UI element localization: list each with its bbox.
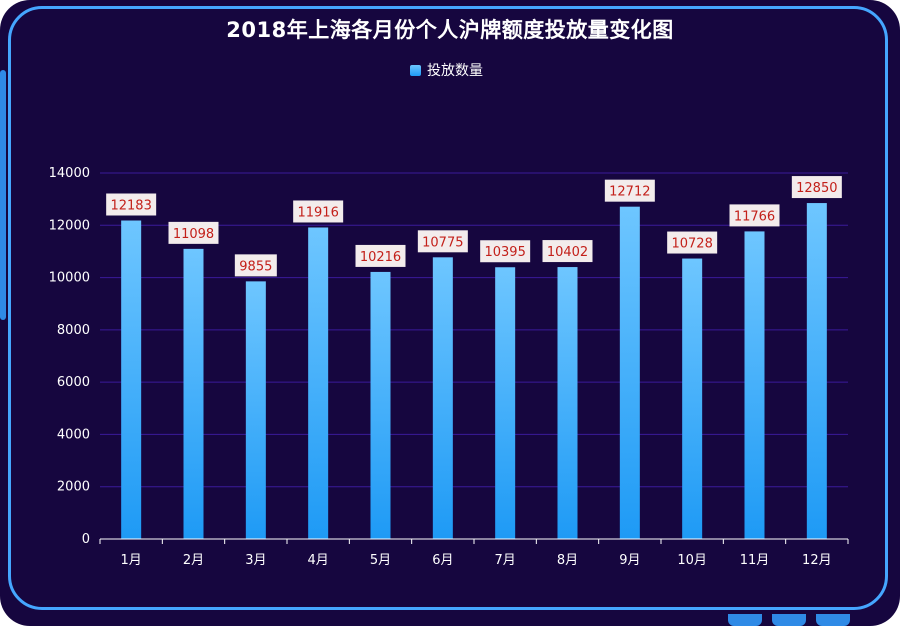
bar[interactable]: [370, 271, 391, 539]
bar[interactable]: [744, 231, 765, 539]
data-label: 12712: [609, 185, 650, 200]
y-tick-label: 14000: [49, 166, 90, 181]
data-label: 12183: [110, 199, 151, 214]
x-tick-label: 5月: [370, 553, 391, 568]
bar[interactable]: [121, 220, 142, 539]
data-label: 11916: [297, 205, 338, 220]
x-tick-label: 9月: [619, 553, 640, 568]
data-label: 12850: [796, 181, 837, 196]
data-label-box: [355, 244, 406, 267]
y-tick-label: 6000: [57, 375, 90, 390]
data-label-box: [542, 240, 593, 263]
data-label: 11766: [734, 209, 775, 224]
legend-swatch: [410, 64, 421, 76]
side-decoration: [0, 70, 6, 320]
x-tick-label: 6月: [432, 553, 453, 568]
y-tick-label: 8000: [57, 323, 90, 338]
x-tick-label: 8月: [557, 553, 578, 568]
data-label: 10216: [360, 250, 401, 265]
y-tick-label: 12000: [49, 218, 90, 233]
x-tick-label: 10月: [677, 553, 707, 568]
y-tick-label: 0: [82, 532, 90, 547]
bottom-decoration: [816, 614, 850, 626]
x-tick-label: 4月: [308, 553, 329, 568]
data-label-box: [168, 221, 219, 244]
x-tick-label: 2月: [183, 553, 204, 568]
data-label-box: [480, 240, 531, 263]
data-label: 10395: [484, 245, 525, 260]
bottom-decoration: [728, 614, 762, 626]
bar[interactable]: [183, 248, 204, 539]
data-label: 10775: [422, 235, 463, 250]
data-label-box: [417, 230, 468, 253]
bar[interactable]: [308, 227, 329, 539]
data-label-box: [234, 254, 277, 277]
data-label: 10402: [547, 245, 588, 260]
data-label-box: [604, 179, 655, 202]
x-tick-label: 7月: [495, 553, 516, 568]
x-tick-label: 12月: [802, 553, 832, 568]
bar[interactable]: [619, 206, 640, 539]
data-label: 11098: [173, 227, 214, 242]
chart-title: 2018年上海各月份个人沪牌额度投放量变化图: [226, 18, 674, 42]
bar[interactable]: [557, 267, 578, 539]
legend[interactable]: 投放数量: [410, 60, 483, 80]
bar[interactable]: [432, 257, 453, 539]
bar[interactable]: [245, 281, 266, 539]
x-tick-label: 1月: [121, 553, 142, 568]
data-label-box: [791, 176, 842, 199]
data-label-box: [729, 204, 780, 227]
data-label: 10728: [671, 237, 712, 252]
data-label-box: [293, 200, 344, 223]
bottom-decoration: [772, 614, 806, 626]
bar[interactable]: [682, 258, 703, 539]
y-tick-label: 4000: [57, 427, 90, 442]
data-label-box: [106, 193, 157, 216]
x-tick-label: 3月: [245, 553, 266, 568]
y-tick-label: 2000: [57, 480, 90, 495]
bar[interactable]: [806, 203, 827, 540]
chart-border: [8, 6, 888, 610]
x-tick-label: 11月: [740, 553, 770, 568]
bar[interactable]: [495, 267, 516, 539]
data-label: 9855: [239, 259, 272, 274]
legend-label: 投放数量: [427, 63, 483, 79]
data-label-box: [667, 231, 718, 254]
y-tick-label: 10000: [49, 271, 90, 286]
